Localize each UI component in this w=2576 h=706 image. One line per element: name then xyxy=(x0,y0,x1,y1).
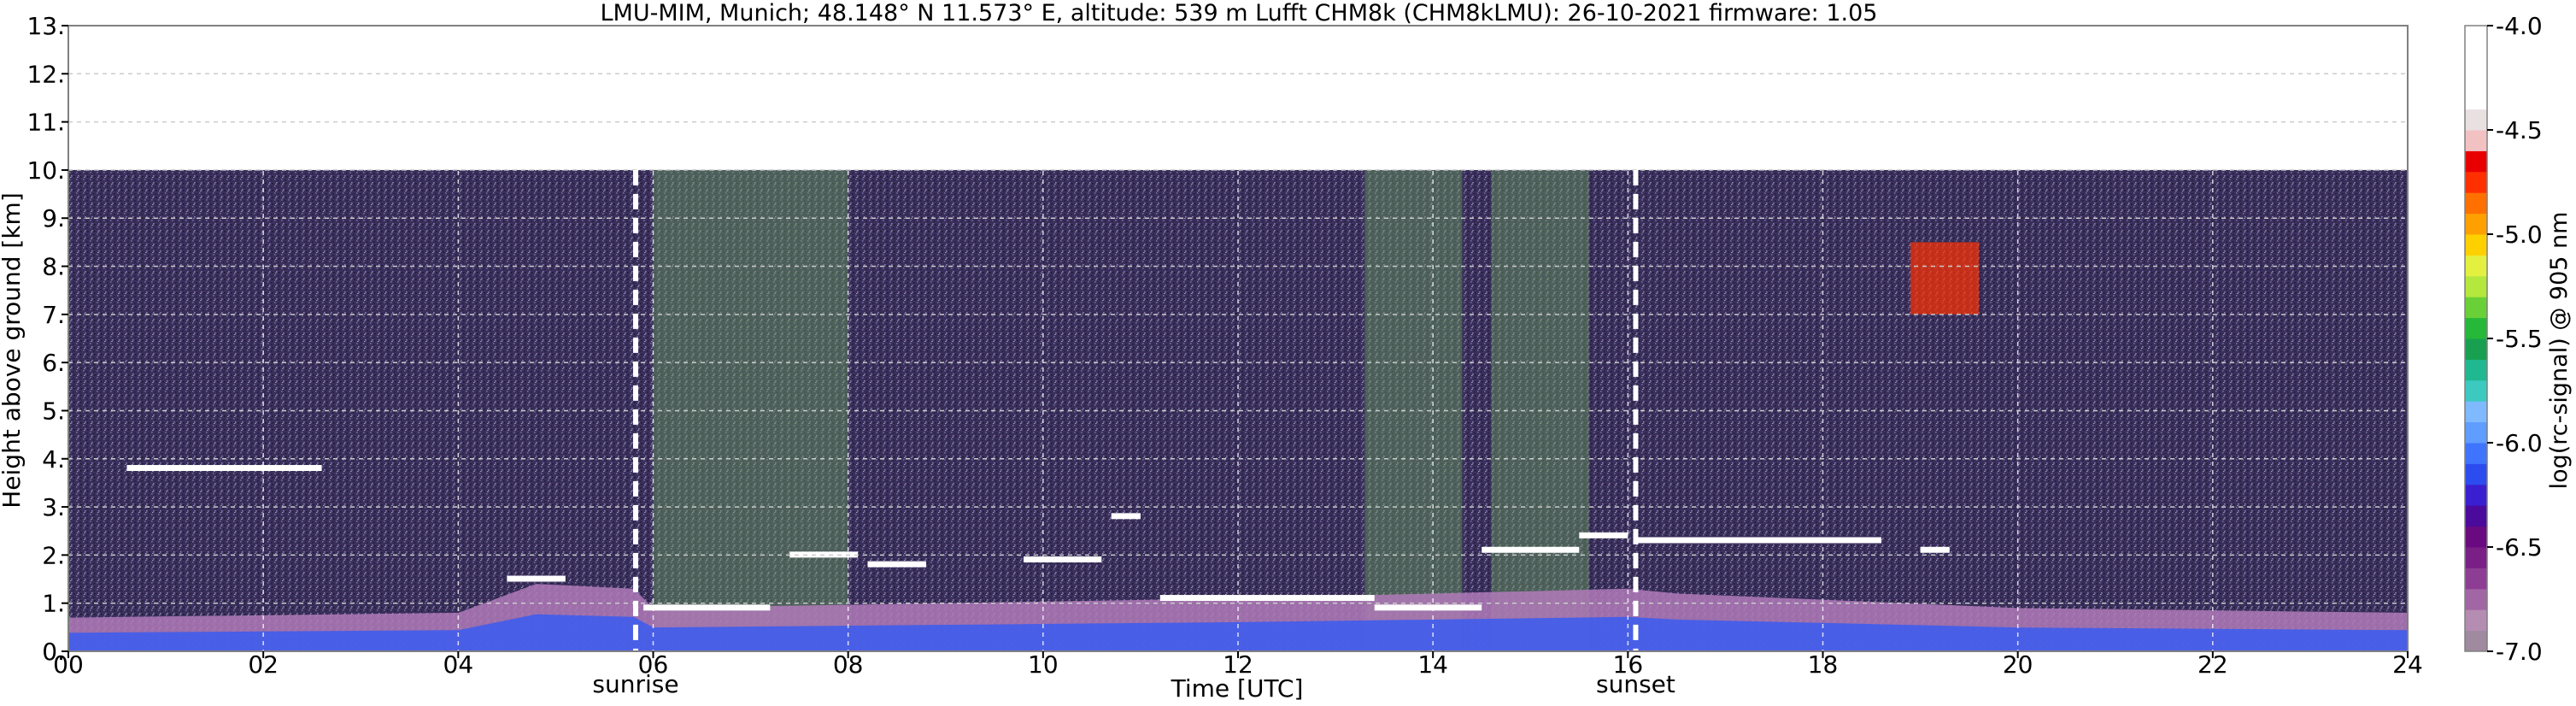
y-tick-label: 2. xyxy=(42,541,65,569)
colorbar-segment xyxy=(2465,297,2487,319)
x-tick-label: 04 xyxy=(443,650,474,679)
colorbar-tick-label: -4.0 xyxy=(2496,12,2543,40)
cloud-layer xyxy=(126,465,322,472)
colorbar-segment xyxy=(2465,317,2487,339)
colorbar-segment xyxy=(2465,609,2487,632)
marker-label: sunrise xyxy=(592,670,678,698)
x-tick-label: 20 xyxy=(2003,650,2033,679)
colorbar-segment xyxy=(2465,421,2487,444)
x-tick-label: 14 xyxy=(1417,650,1448,679)
colorbar-segment xyxy=(2465,109,2487,131)
cloud-layer xyxy=(507,575,566,582)
cloud-layer xyxy=(1374,604,1482,611)
colorbar-segment xyxy=(2465,526,2487,548)
cirrus-cloud xyxy=(1910,242,1980,315)
x-tick-label: 12 xyxy=(1223,650,1253,679)
colorbar-segment xyxy=(2465,505,2487,527)
colorbar-tick-label: -6.5 xyxy=(2496,533,2543,562)
x-tick-label: 18 xyxy=(1808,650,1839,679)
colorbar-label: log(rc-signal) @ 905 nm xyxy=(2546,212,2573,490)
y-tick-label: 10. xyxy=(26,156,65,185)
x-axis-label: Time [UTC] xyxy=(1171,674,1304,703)
y-tick-label: 7. xyxy=(42,301,65,329)
colorbar-segment xyxy=(2465,359,2487,381)
colorbar-segment xyxy=(2465,401,2487,423)
y-tick-label: 13. xyxy=(26,12,65,40)
y-tick-label: 1. xyxy=(42,590,65,618)
y-tick-label: 3. xyxy=(42,493,65,521)
marker-label: sunset xyxy=(1596,670,1675,698)
colorbar-tick-label: -5.0 xyxy=(2496,221,2543,249)
cloud-layer xyxy=(1579,532,1628,538)
colorbar-segment xyxy=(2465,443,2487,464)
cloud-layer xyxy=(1637,537,1881,544)
colorbar-segment xyxy=(2465,275,2487,297)
colorbar-segment xyxy=(2465,588,2487,610)
colorbar-segment xyxy=(2465,630,2487,652)
y-tick-label: 12. xyxy=(26,60,65,88)
x-tick-label: 24 xyxy=(2392,650,2423,679)
colorbar-segment xyxy=(2465,171,2487,193)
x-tick-label: 02 xyxy=(248,650,279,679)
colorbar-segment xyxy=(2465,26,2487,47)
colorbar-segment xyxy=(2465,213,2487,235)
colorbar-segment xyxy=(2465,150,2487,173)
colorbar-segment xyxy=(2465,338,2487,360)
cloud-layer xyxy=(1024,556,1102,563)
x-axis: sunrise sunset 00 02 04 06 08 10 12 14 16 18 20 22 24 xyxy=(53,650,2423,698)
x-tick-label: 08 xyxy=(833,650,864,679)
y-tick-label: 0. xyxy=(42,638,65,666)
x-tick-label: 16 xyxy=(1613,650,1644,679)
y-tick-label: 4. xyxy=(42,445,65,474)
cloud-layer xyxy=(1482,546,1580,553)
colorbar-segment xyxy=(2465,255,2487,277)
colorbar-tick-label: -7.0 xyxy=(2496,638,2543,666)
colorbar-segment xyxy=(2465,130,2487,151)
colorbar-segment xyxy=(2465,568,2487,590)
y-tick-label: 8. xyxy=(42,253,65,281)
x-tick-label: 22 xyxy=(2198,650,2228,679)
y-tick-label: 5. xyxy=(42,397,65,425)
daytime-signal-band xyxy=(653,169,848,651)
colorbar-segment xyxy=(2465,88,2487,110)
colorbar: -4.0 -4.5 -5.0 -5.5 -6.0 -6.5 -7.0 xyxy=(2464,12,2543,666)
colorbar-tick-label: -6.0 xyxy=(2496,429,2543,457)
y-axis: 0. 1. 2. 3. 4. 5. 6. 7. 8. 9. 10. 11. 12. 13. xyxy=(26,12,68,666)
y-tick-label: 9. xyxy=(42,204,65,232)
colorbar-segment xyxy=(2465,484,2487,506)
colorbar-tick-label: -4.5 xyxy=(2496,116,2543,144)
colorbar-segment xyxy=(2465,46,2487,68)
colorbar-tick-label: -5.5 xyxy=(2496,325,2543,353)
cloud-layer xyxy=(1920,546,1950,553)
y-tick-label: 6. xyxy=(42,349,65,377)
y-axis-label: Height above ground [km] xyxy=(0,192,26,509)
x-tick-label: 00 xyxy=(53,650,84,679)
x-tick-label: 10 xyxy=(1028,650,1059,679)
colorbar-segment xyxy=(2465,379,2487,402)
cloud-layer xyxy=(867,561,926,568)
colorbar-segment xyxy=(2465,234,2487,256)
y-tick-label: 11. xyxy=(26,109,65,137)
colorbar-segment xyxy=(2465,67,2487,89)
colorbar-segment xyxy=(2465,547,2487,568)
chart-title: LMU-MIM, Munich; 48.148° N 11.573° E, al… xyxy=(601,0,1878,26)
plot-area xyxy=(67,25,2409,652)
colorbar-segment xyxy=(2465,463,2487,485)
cloud-layer xyxy=(1111,513,1141,520)
cloud-layer xyxy=(1159,595,1375,602)
x-tick-label: 06 xyxy=(638,650,669,679)
cloud-layer xyxy=(643,604,771,611)
colorbar-segment xyxy=(2465,192,2487,215)
